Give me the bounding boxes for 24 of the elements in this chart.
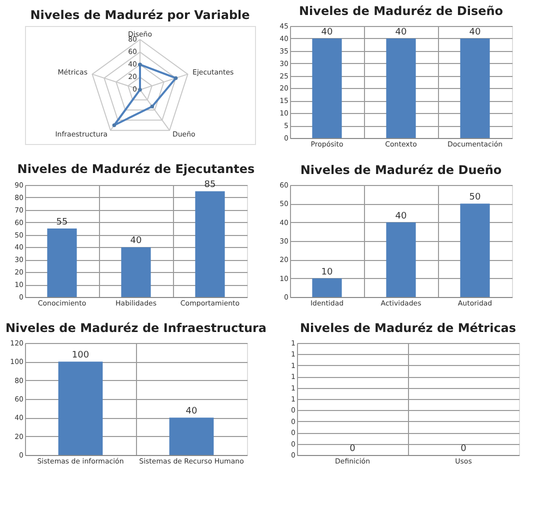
- data-label: 0: [350, 444, 356, 454]
- data-label: 85: [204, 180, 216, 190]
- chart-title: Niveles de Maduréz de Métricas: [300, 321, 516, 335]
- data-label: 40: [186, 406, 198, 417]
- bar: [195, 191, 225, 297]
- chart-title: Niveles de Maduréz de Ejecutantes: [17, 162, 255, 176]
- data-label: 50: [469, 192, 481, 203]
- bar: [386, 222, 416, 297]
- data-label: 55: [56, 218, 68, 228]
- bar: [460, 204, 490, 297]
- data-label: 40: [469, 27, 481, 38]
- bar: [47, 228, 77, 297]
- bar: [312, 278, 342, 297]
- data-label: 10: [321, 267, 333, 278]
- data-label: 40: [321, 27, 333, 38]
- chart-title: Niveles de Maduréz por Variable: [30, 8, 250, 22]
- data-label: 100: [72, 350, 90, 361]
- data-label: 40: [395, 27, 407, 38]
- chart-title: Niveles de Maduréz de Infraestructura: [5, 321, 267, 335]
- data-label: 0: [460, 444, 467, 454]
- chart-title: Niveles de Maduréz de Dueño: [300, 163, 502, 177]
- data-label: 40: [395, 211, 407, 222]
- chart-title: Niveles de Maduréz de Diseño: [298, 4, 504, 18]
- bar: [121, 247, 151, 297]
